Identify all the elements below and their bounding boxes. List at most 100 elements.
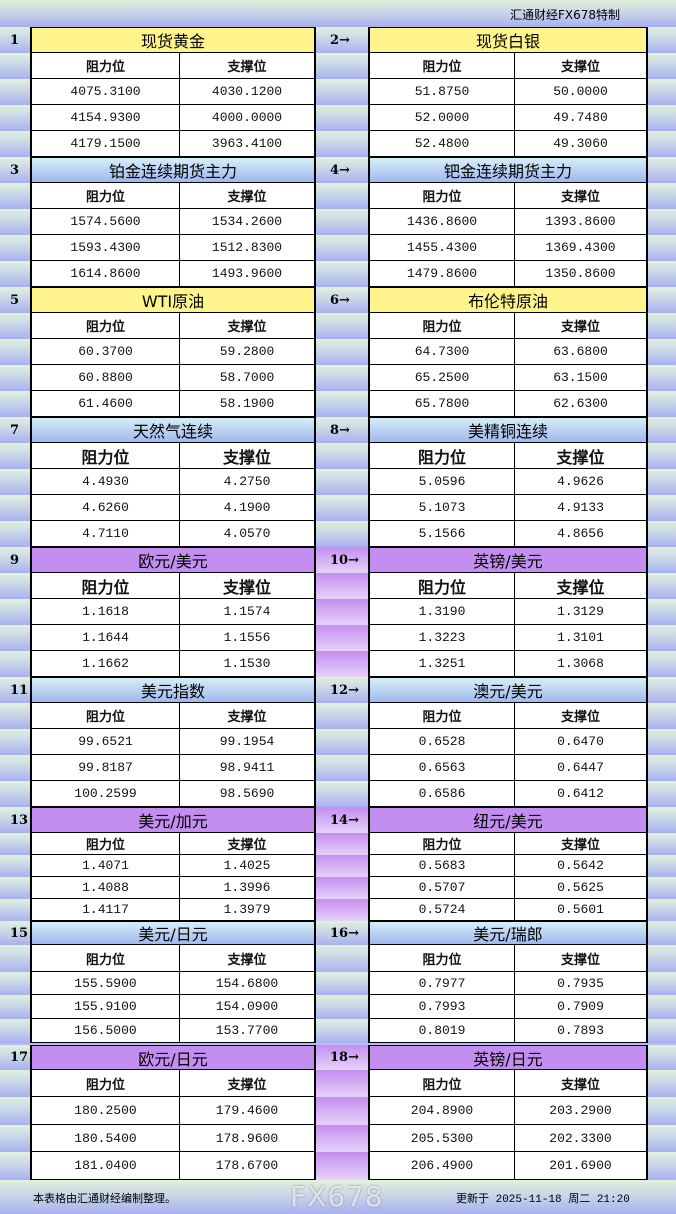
brand-label: 汇通财经FX678特制	[510, 8, 621, 22]
middle-stripe	[316, 625, 368, 651]
support-value: 178.9600	[179, 1125, 316, 1152]
footer-stripe	[0, 1180, 676, 1214]
support-header: 支撑位	[179, 313, 316, 339]
support-value: 1369.4300	[514, 235, 648, 261]
resistance-value: 180.5400	[30, 1125, 179, 1152]
resistance-value: 1479.8600	[368, 261, 514, 287]
section-title: 美元指数	[30, 677, 316, 703]
support-value: 1534.2600	[179, 209, 316, 235]
support-value: 1.3101	[514, 625, 648, 651]
support-value: 0.7935	[514, 972, 648, 995]
update-time: 更新于 2025-11-18 周二 21:20	[456, 1194, 630, 1206]
resistance-value: 4.6260	[30, 495, 179, 521]
section-title: 铂金连续期货主力	[30, 157, 316, 183]
resistance-value: 99.6521	[30, 729, 179, 755]
resistance-value: 61.4600	[30, 391, 179, 417]
support-value: 49.7480	[514, 105, 648, 131]
resistance-header: 阻力位	[30, 183, 179, 209]
support-value: 4030.1200	[179, 79, 316, 105]
support-header: 支撑位	[179, 1070, 316, 1097]
resistance-header: 阻力位	[30, 53, 179, 79]
resistance-header: 阻力位	[30, 313, 179, 339]
resistance-value: 4.7110	[30, 521, 179, 547]
resistance-value: 181.0400	[30, 1152, 179, 1180]
middle-stripe	[316, 573, 368, 599]
section-title: 欧元/日元	[30, 1045, 316, 1070]
section-title: 美精铜连续	[368, 417, 648, 443]
support-value: 203.2900	[514, 1097, 648, 1125]
resistance-value: 65.7800	[368, 391, 514, 417]
section-index: 13	[10, 812, 29, 828]
resistance-header: 阻力位	[30, 573, 179, 599]
support-value: 4.1900	[179, 495, 316, 521]
section-title: 美元/加元	[30, 807, 316, 833]
support-header: 支撑位	[179, 53, 316, 79]
resistance-value: 1.3190	[368, 599, 514, 625]
section-index: 9	[10, 552, 20, 568]
section-index: 1	[10, 32, 20, 48]
support-header: 支撑位	[514, 53, 648, 79]
support-header: 支撑位	[514, 833, 648, 855]
support-value: 201.6900	[514, 1152, 648, 1180]
support-value: 1350.8600	[514, 261, 648, 287]
support-header: 支撑位	[179, 945, 316, 972]
resistance-value: 1.3223	[368, 625, 514, 651]
support-value: 4000.0000	[179, 105, 316, 131]
resistance-header: 阻力位	[30, 833, 179, 855]
resistance-value: 99.8187	[30, 755, 179, 781]
footer-note: 本表格由汇通财经编制整理。	[33, 1192, 176, 1205]
resistance-value: 1436.8600	[368, 209, 514, 235]
resistance-value: 4179.1500	[30, 131, 179, 157]
resistance-value: 1.1644	[30, 625, 179, 651]
resistance-value: 1.4117	[30, 899, 179, 921]
middle-stripe	[316, 833, 368, 855]
resistance-value: 0.7993	[368, 995, 514, 1019]
support-value: 58.1900	[179, 391, 316, 417]
resistance-header: 阻力位	[30, 1070, 179, 1097]
resistance-value: 155.9100	[30, 995, 179, 1019]
resistance-value: 1.4088	[30, 877, 179, 899]
support-value: 4.2750	[179, 469, 316, 495]
support-value: 0.7893	[514, 1019, 648, 1043]
support-value: 98.9411	[179, 755, 316, 781]
support-value: 1.3129	[514, 599, 648, 625]
section-index: 4→	[330, 162, 350, 178]
resistance-value: 205.5300	[368, 1125, 514, 1152]
support-header: 支撑位	[514, 1070, 648, 1097]
middle-stripe	[316, 899, 368, 921]
resistance-value: 1.1662	[30, 651, 179, 677]
support-value: 1512.8300	[179, 235, 316, 261]
section-index: 16→	[330, 925, 359, 941]
support-value: 58.7000	[179, 365, 316, 391]
resistance-value: 1.3251	[368, 651, 514, 677]
support-header: 支撑位	[179, 573, 316, 599]
resistance-value: 5.0596	[368, 469, 514, 495]
resistance-header: 阻力位	[30, 443, 179, 469]
section-title: 美元/瑞郎	[368, 921, 648, 945]
support-value: 63.6800	[514, 339, 648, 365]
support-value: 4.9626	[514, 469, 648, 495]
support-value: 154.0900	[179, 995, 316, 1019]
middle-stripe	[316, 599, 368, 625]
resistance-header: 阻力位	[368, 833, 514, 855]
support-value: 3963.4100	[179, 131, 316, 157]
section-title: 天然气连续	[30, 417, 316, 443]
resistance-value: 4.4930	[30, 469, 179, 495]
resistance-value: 5.1566	[368, 521, 514, 547]
support-value: 1493.9600	[179, 261, 316, 287]
middle-stripe	[316, 1152, 368, 1180]
support-header: 支撑位	[514, 573, 648, 599]
section-title: 澳元/美元	[368, 677, 648, 703]
support-value: 49.3060	[514, 131, 648, 157]
resistance-value: 1593.4300	[30, 235, 179, 261]
section-index: 14→	[316, 807, 368, 833]
section-index: 2→	[330, 32, 350, 48]
section-index: 12→	[330, 682, 359, 698]
section-index: 11	[10, 682, 29, 698]
section-title: 美元/日元	[30, 921, 316, 945]
resistance-header: 阻力位	[30, 945, 179, 972]
resistance-value: 1.4071	[30, 855, 179, 877]
resistance-value: 65.2500	[368, 365, 514, 391]
resistance-header: 阻力位	[368, 945, 514, 972]
section-index: 17	[10, 1050, 29, 1065]
